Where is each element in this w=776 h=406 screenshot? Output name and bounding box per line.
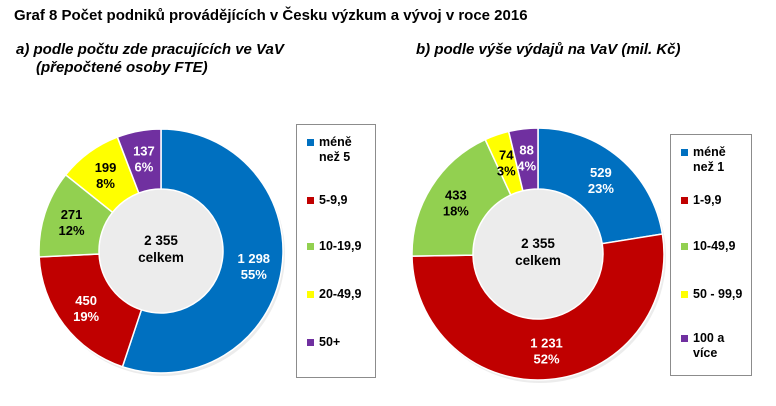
- chart-b-pct-label-2: 18%: [443, 203, 469, 218]
- chart-b-center-label: celkem: [515, 253, 561, 268]
- chart-b-slice-4: [507, 127, 539, 192]
- chart-b-value-label-2: 433: [445, 187, 467, 202]
- chart-b-pct-label-4: 4%: [517, 159, 536, 174]
- chart-b-legend-label-2: 10-49,9: [693, 239, 736, 253]
- chart-b-legend-item-4: 100 a více: [681, 331, 749, 361]
- chart-a-value-label-2: 271: [61, 207, 83, 222]
- chart-b-legend-swatch-1: [681, 197, 688, 204]
- chart-b-legend-label-4: 100 a více: [693, 331, 725, 360]
- chart-b-subtitle: b) podle výše výdajů na VaV (mil. Kč): [416, 41, 681, 58]
- chart-b-legend-item-0: méně než 1: [681, 145, 749, 175]
- chart-b-center-total: 2 355: [521, 236, 555, 251]
- chart-b-pct-label-0: 23%: [588, 181, 614, 196]
- chart-b-legend-item-2: 10-49,9: [681, 239, 749, 254]
- chart-b-legend-swatch-2: [681, 243, 688, 250]
- chart-b-value-label-3: 74: [499, 147, 514, 162]
- chart-a-legend-label-1: 5-9,9: [319, 193, 348, 207]
- chart-a-value-label-4: 137: [133, 144, 155, 159]
- chart-a-legend-swatch-1: [307, 197, 314, 204]
- chart-b-legend-item-1: 1-9,9: [681, 193, 749, 208]
- chart-b-value-label-4: 88: [519, 143, 533, 158]
- chart-a-legend-label-0: méně než 5: [319, 135, 352, 164]
- chart-a-legend-item-2: 10-19,9: [307, 239, 373, 254]
- chart-b-legend: méně než 1 1-9,9 10-49,9 50 - 99,9 100 a víc…: [670, 134, 752, 376]
- chart-b-value-label-0: 529: [590, 165, 612, 180]
- chart-a-legend-swatch-0: [307, 139, 314, 146]
- chart-a-legend-item-1: 5-9,9: [307, 193, 373, 208]
- chart-b-slice-0: [537, 127, 664, 245]
- chart-a-legend-label-4: 50+: [319, 335, 341, 349]
- chart-a-pct-label-0: 55%: [241, 267, 267, 282]
- chart-a-legend-item-3: 20-49,9: [307, 287, 373, 302]
- chart-a-value-label-1: 450: [75, 293, 97, 308]
- chart-a-legend-swatch-2: [307, 243, 314, 250]
- chart-a-pct-label-4: 6%: [135, 160, 154, 175]
- chart-a-legend-item-4: 50+: [307, 335, 373, 350]
- chart-a-legend-label-2: 10-19,9: [319, 239, 362, 253]
- chart-a-legend-item-0: méně než 5: [307, 135, 373, 165]
- chart-a-pct-label-2: 12%: [59, 223, 85, 238]
- chart-b-legend-swatch-4: [681, 335, 688, 342]
- chart-a-center-label: celkem: [138, 250, 184, 265]
- chart-b-slice-1: [411, 233, 665, 381]
- chart-a-legend-swatch-3: [307, 291, 314, 298]
- chart-a-subtitle-line1: a) podle počtu zde pracujících ve VaV: [16, 41, 284, 58]
- chart-b-legend-item-3: 50 - 99,9: [681, 287, 749, 302]
- chart-b-legend-swatch-3: [681, 291, 688, 298]
- chart-b-pct-label-3: 3%: [497, 163, 516, 178]
- chart-a-slice-4: [116, 128, 162, 195]
- chart-a-subtitle: a) podle počtu zde pracujících ve VaV (p…: [16, 41, 284, 77]
- chart-b-legend-swatch-0: [681, 149, 688, 156]
- chart-a-legend: méně než 5 5-9,9 10-19,9 20-49,9 50+: [296, 124, 376, 378]
- chart-a-legend-swatch-4: [307, 339, 314, 346]
- chart-a-subtitle-line2: (přepočtené osoby FTE): [36, 59, 208, 76]
- chart-a-pct-label-3: 8%: [96, 176, 115, 191]
- chart-b-value-label-1: 1 231: [530, 336, 563, 351]
- chart-a-value-label-0: 1 298: [238, 251, 271, 266]
- chart-b-legend-label-3: 50 - 99,9: [693, 287, 743, 301]
- chart-a-value-label-3: 199: [95, 160, 117, 175]
- chart-b-pct-label-1: 52%: [534, 352, 560, 367]
- page-title: Graf 8 Počet podniků provádějících v Čes…: [14, 7, 528, 24]
- chart-b-legend-label-1: 1-9,9: [693, 193, 722, 207]
- chart-b-legend-label-0: méně než 1: [693, 145, 726, 174]
- chart-a-legend-label-3: 20-49,9: [319, 287, 362, 301]
- chart-a-pct-label-1: 19%: [73, 309, 99, 324]
- chart-a-center-total: 2 355: [144, 233, 178, 248]
- chart-a-slice-0: [121, 128, 284, 374]
